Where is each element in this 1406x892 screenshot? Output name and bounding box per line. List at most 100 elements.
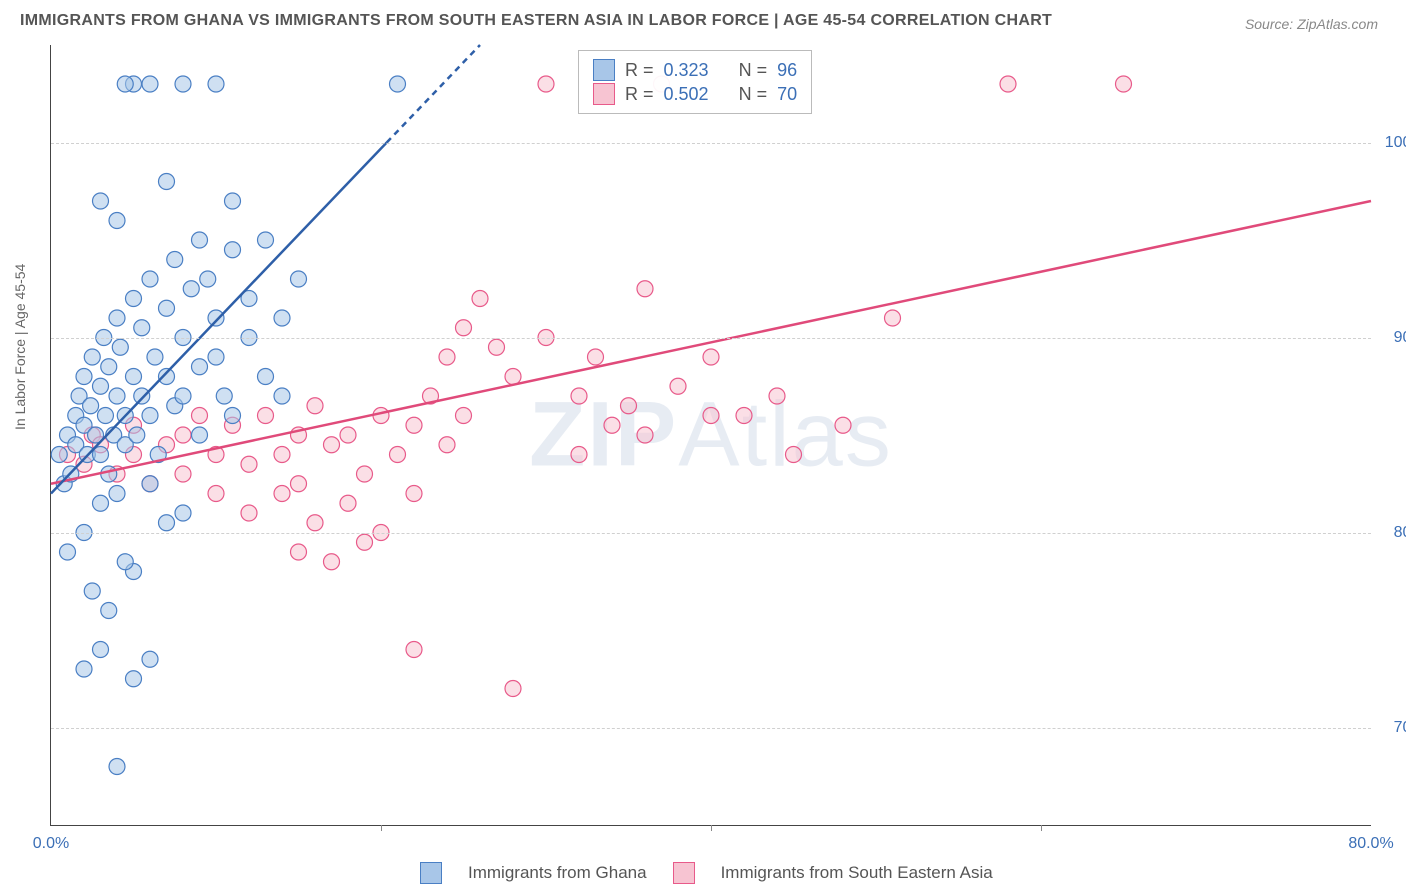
scatter-point: [109, 486, 125, 502]
scatter-point: [505, 369, 521, 385]
scatter-point: [84, 349, 100, 365]
scatter-point: [109, 310, 125, 326]
scatter-point: [324, 437, 340, 453]
scatter-point: [274, 310, 290, 326]
scatter-point: [291, 476, 307, 492]
scatter-point: [258, 408, 274, 424]
scatter-point: [340, 495, 356, 511]
legend-swatch: [673, 862, 695, 884]
scatter-point: [505, 681, 521, 697]
legend-n-value: 70: [777, 84, 797, 105]
scatter-point: [76, 661, 92, 677]
x-tick-label: 80.0%: [1348, 835, 1393, 853]
scatter-point: [241, 456, 257, 472]
scatter-point: [670, 378, 686, 394]
scatter-point: [192, 359, 208, 375]
scatter-point: [406, 486, 422, 502]
scatter-point: [390, 447, 406, 463]
scatter-point: [208, 310, 224, 326]
x-tick-minor: [381, 825, 382, 831]
scatter-point: [101, 466, 117, 482]
y-tick-label: 100.0%: [1379, 134, 1406, 152]
legend-swatch: [420, 862, 442, 884]
x-tick-minor: [1041, 825, 1042, 831]
chart-plot-area: ZIPAtlas 70.0%80.0%90.0%100.0%0.0%80.0%: [50, 45, 1371, 826]
scatter-point: [175, 466, 191, 482]
scatter-point: [129, 427, 145, 443]
y-axis-label: In Labor Force | Age 45-54: [12, 264, 28, 430]
scatter-point: [489, 339, 505, 355]
scatter-point: [208, 349, 224, 365]
scatter-point: [175, 388, 191, 404]
y-tick-label: 70.0%: [1379, 719, 1406, 737]
scatter-point: [117, 76, 133, 92]
scatter-point: [703, 408, 719, 424]
gridline-h: [51, 338, 1371, 339]
scatter-point: [142, 651, 158, 667]
legend-r-label: R =: [625, 60, 654, 81]
scatter-point: [159, 369, 175, 385]
scatter-point: [274, 486, 290, 502]
scatter-point: [109, 388, 125, 404]
scatter-point: [258, 232, 274, 248]
scatter-point: [93, 642, 109, 658]
scatter-point: [736, 408, 752, 424]
scatter-point: [101, 603, 117, 619]
scatter-point: [621, 398, 637, 414]
scatter-point: [406, 417, 422, 433]
scatter-point: [357, 534, 373, 550]
legend-r-label: R =: [625, 84, 654, 105]
scatter-point: [147, 349, 163, 365]
scatter-point: [472, 291, 488, 307]
scatter-point: [134, 388, 150, 404]
scatter-point: [241, 505, 257, 521]
scatter-point: [60, 544, 76, 560]
scatter-point: [126, 671, 142, 687]
scatter-point: [225, 408, 241, 424]
scatter-point: [456, 320, 472, 336]
scatter-point: [175, 427, 191, 443]
scatter-point: [142, 271, 158, 287]
scatter-point: [126, 369, 142, 385]
scatter-point: [538, 76, 554, 92]
scatter-point: [571, 388, 587, 404]
scatter-point: [109, 213, 125, 229]
scatter-point: [159, 515, 175, 531]
scatter-point: [439, 349, 455, 365]
scatter-point: [84, 583, 100, 599]
scatter-point: [340, 427, 356, 443]
legend-series-label: Immigrants from Ghana: [468, 863, 647, 883]
scatter-point: [274, 447, 290, 463]
scatter-point: [588, 349, 604, 365]
scatter-point: [390, 76, 406, 92]
scatter-point: [142, 408, 158, 424]
scatter-point: [274, 388, 290, 404]
scatter-point: [307, 515, 323, 531]
legend-n-label: N =: [739, 60, 768, 81]
scatter-point: [126, 291, 142, 307]
scatter-point: [159, 174, 175, 190]
scatter-point: [456, 408, 472, 424]
legend-r-value: 0.502: [664, 84, 709, 105]
scatter-point: [439, 437, 455, 453]
scatter-point: [134, 320, 150, 336]
scatter-point: [1116, 76, 1132, 92]
scatter-point: [307, 398, 323, 414]
chart-title: IMMIGRANTS FROM GHANA VS IMMIGRANTS FROM…: [20, 12, 1052, 30]
legend-n-value: 96: [777, 60, 797, 81]
scatter-point: [225, 193, 241, 209]
scatter-point: [258, 369, 274, 385]
legend-swatch: [593, 83, 615, 105]
legend-n-label: N =: [739, 84, 768, 105]
gridline-h: [51, 143, 1371, 144]
scatter-point: [786, 447, 802, 463]
source-attribution: Source: ZipAtlas.com: [1245, 16, 1378, 32]
scatter-point: [208, 76, 224, 92]
bottom-legend: Immigrants from Ghana Immigrants from Sou…: [420, 862, 993, 884]
scatter-point: [637, 427, 653, 443]
scatter-point: [885, 310, 901, 326]
gridline-h: [51, 728, 1371, 729]
scatter-point: [83, 398, 99, 414]
scatter-point: [159, 300, 175, 316]
legend-series-label: Immigrants from South Eastern Asia: [721, 863, 993, 883]
